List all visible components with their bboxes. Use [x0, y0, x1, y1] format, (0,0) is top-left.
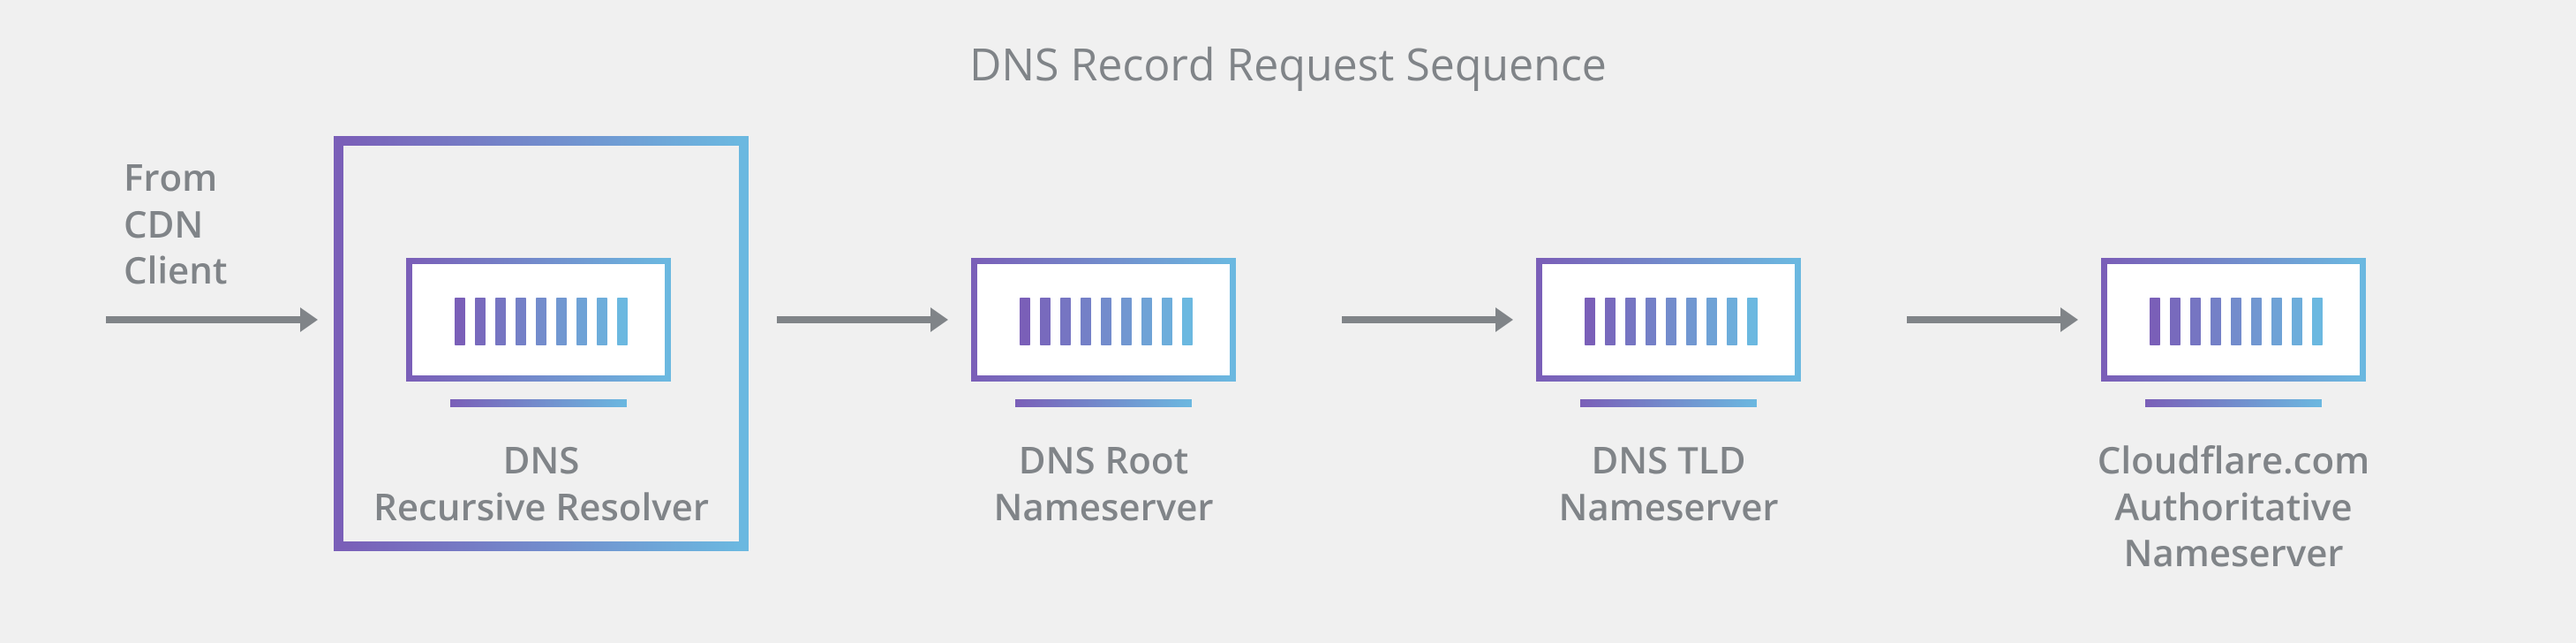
server-tld [1536, 258, 1801, 382]
server-load-bars-icon [1585, 298, 1758, 345]
server-box-icon [1536, 258, 1801, 382]
server-root [971, 258, 1236, 382]
diagram-title: DNS Record Request Sequence [0, 34, 2576, 94]
arrow-icon [1342, 302, 1518, 337]
server-box-icon [971, 258, 1236, 382]
arrow-icon [777, 302, 953, 337]
server-auth [2101, 258, 2366, 382]
server-stand-icon [1015, 399, 1192, 407]
server-stand-icon [1580, 399, 1757, 407]
arrow-icon [1907, 302, 2083, 337]
arrow-icon [106, 302, 323, 337]
server-box-icon [2101, 258, 2366, 382]
node-label-root: DNS RootNameserver [909, 437, 1298, 530]
client-label: FromCDNClient [124, 155, 228, 294]
server-stand-icon [2145, 399, 2322, 407]
server-load-bars-icon [1020, 298, 1193, 345]
node-label-tld: DNS TLDNameserver [1474, 437, 1863, 530]
highlight-frame [334, 136, 749, 551]
node-label-auth: Cloudflare.comAuthoritativeNameserver [2039, 437, 2428, 577]
server-load-bars-icon [2150, 298, 2323, 345]
